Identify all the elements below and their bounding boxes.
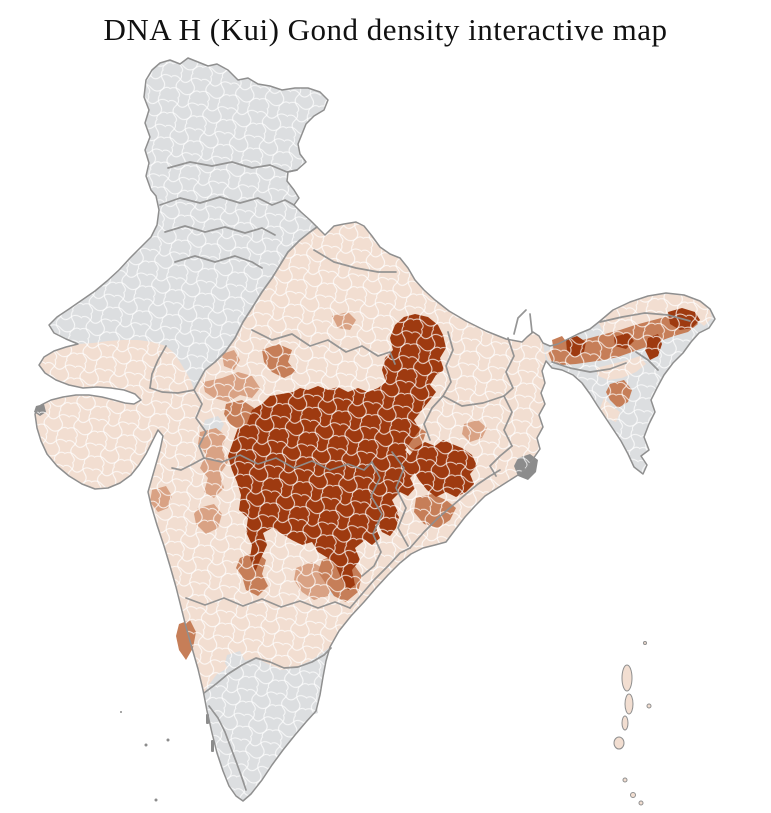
state-borders: [149, 161, 691, 791]
district-mesh: [35, 58, 715, 801]
kerala-coast-speck: [211, 740, 214, 752]
page-title: DNA H (Kui) Gond density interactive map: [103, 12, 668, 47]
lakshadweep-islands: [120, 711, 170, 802]
andaman-nicobar-islands[interactable]: [613, 641, 652, 806]
